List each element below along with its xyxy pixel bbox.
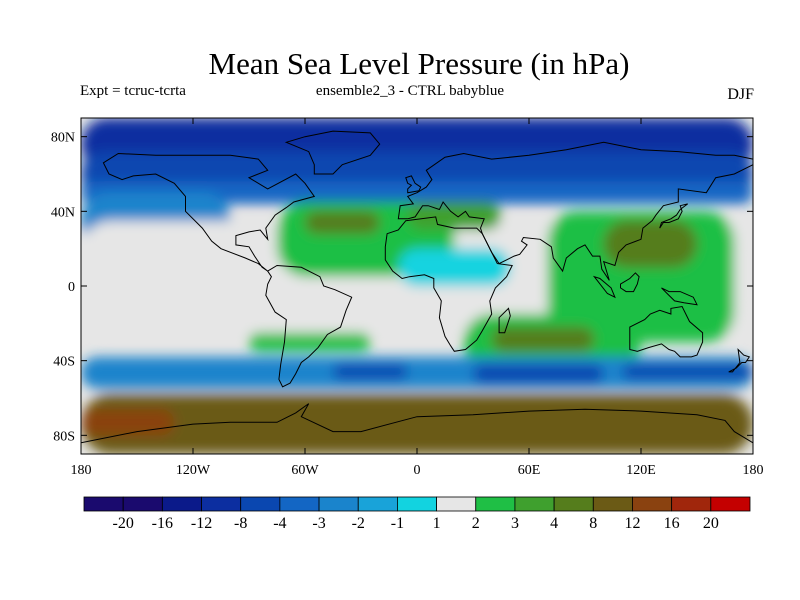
colorbar-label: 4 bbox=[550, 515, 558, 532]
colorbar-label: -16 bbox=[152, 515, 173, 532]
region-europe-high bbox=[407, 202, 501, 230]
x-tick-label: 60W bbox=[291, 463, 319, 478]
colorbar-swatch bbox=[201, 496, 242, 512]
coastline-uk bbox=[405, 175, 422, 194]
colorbar-swatch bbox=[357, 496, 398, 512]
coastline-australia bbox=[629, 305, 704, 358]
colorbar-swatch bbox=[514, 496, 555, 512]
coastline-japan bbox=[659, 203, 688, 229]
colorbar-swatch bbox=[161, 496, 202, 512]
colorbar-label: -20 bbox=[113, 515, 134, 532]
region-antarctic-high-core bbox=[81, 409, 175, 436]
y-tick-label: 40N bbox=[51, 205, 75, 220]
colorbar: -20 -16 -12 -8 -4 -3 -2 -1 1 2 3 4 8 12 16 20 bbox=[83, 496, 751, 532]
ensemble-label: ensemble2_3 - CTRL babyblue bbox=[315, 83, 505, 99]
colorbar-label: 20 bbox=[703, 515, 719, 532]
y-tick-label: 80N bbox=[51, 131, 75, 146]
x-tick-label: 180 bbox=[743, 463, 764, 478]
colorbar-swatch bbox=[240, 496, 281, 512]
x-tick-label: 0 bbox=[414, 463, 421, 478]
chart-title: Mean Sea Level Pressure (in hPa) bbox=[208, 46, 630, 81]
coastlines bbox=[81, 130, 753, 444]
colorbar-label: 16 bbox=[664, 515, 680, 532]
region-asia-pacific-high-core bbox=[603, 220, 697, 268]
colorbar-swatch bbox=[318, 496, 359, 512]
pressure-field bbox=[81, 118, 753, 454]
region-southern-low-core-atlantic bbox=[333, 364, 408, 380]
coastline-greenland bbox=[284, 130, 381, 175]
coastline-south-america bbox=[265, 264, 353, 388]
y-tick-label: 80S bbox=[53, 429, 75, 444]
experiment-label: Expt = tcruc-tcrta bbox=[80, 83, 186, 99]
colorbar-swatch bbox=[632, 496, 673, 512]
colorbar-swatch bbox=[397, 496, 437, 512]
region-south-indian-high-core bbox=[491, 327, 595, 352]
colorbar-swatch bbox=[279, 496, 320, 512]
colorbar-label: -4 bbox=[273, 515, 286, 532]
region-south-pacific-high bbox=[249, 332, 371, 352]
colorbar-swatch bbox=[475, 496, 516, 512]
coastline-new-zealand bbox=[728, 348, 751, 373]
coastline-antarctica bbox=[81, 403, 753, 444]
coastline-africa bbox=[384, 216, 513, 352]
x-tick-label: 120E bbox=[626, 463, 656, 478]
colorbar-swatch bbox=[83, 496, 124, 512]
colorbar-label: -1 bbox=[391, 515, 404, 532]
colorbar-label: -3 bbox=[312, 515, 325, 532]
coastline-sumatra bbox=[592, 275, 616, 299]
colorbar-label: 8 bbox=[589, 515, 597, 532]
colorbar-swatch bbox=[122, 496, 163, 512]
colorbar-swatch bbox=[553, 496, 594, 512]
colorbar-swatch bbox=[436, 496, 477, 512]
region-southern-low-core-indian bbox=[473, 364, 604, 384]
colorbar-label: 12 bbox=[624, 515, 640, 532]
x-tick-label: 180 bbox=[71, 463, 92, 478]
region-atlantic-high-core bbox=[305, 211, 380, 234]
colorbar-label: 1 bbox=[433, 515, 441, 532]
colorbar-swatch bbox=[710, 496, 751, 512]
colorbar-label: -8 bbox=[234, 515, 247, 532]
colorbar-swatch bbox=[671, 496, 712, 512]
season-label: DJF bbox=[727, 86, 754, 103]
colorbar-label: -12 bbox=[191, 515, 212, 532]
colorbar-label: 2 bbox=[472, 515, 480, 532]
colorbar-label: 3 bbox=[511, 515, 519, 532]
y-tick-label: 0 bbox=[68, 280, 75, 295]
coastline-new-guinea bbox=[661, 287, 698, 306]
coastline-eurasia bbox=[397, 141, 753, 281]
coastline-borneo bbox=[620, 272, 640, 293]
colorbar-label: -2 bbox=[352, 515, 365, 532]
y-tick-label: 40S bbox=[53, 355, 75, 370]
x-tick-label: 120W bbox=[176, 463, 211, 478]
coastline-north-america bbox=[102, 152, 316, 272]
colorbar-swatch bbox=[592, 496, 633, 512]
region-antarctic-high bbox=[81, 394, 753, 454]
coastline-madagascar bbox=[498, 307, 511, 334]
region-southern-low-core-pacific bbox=[622, 364, 753, 380]
x-tick-label: 60E bbox=[518, 463, 541, 478]
region-africa-north-low bbox=[398, 248, 511, 286]
axes: 180 120W 60W 0 60E 120E 180 80N 40N 0 40S 80S bbox=[51, 118, 764, 478]
